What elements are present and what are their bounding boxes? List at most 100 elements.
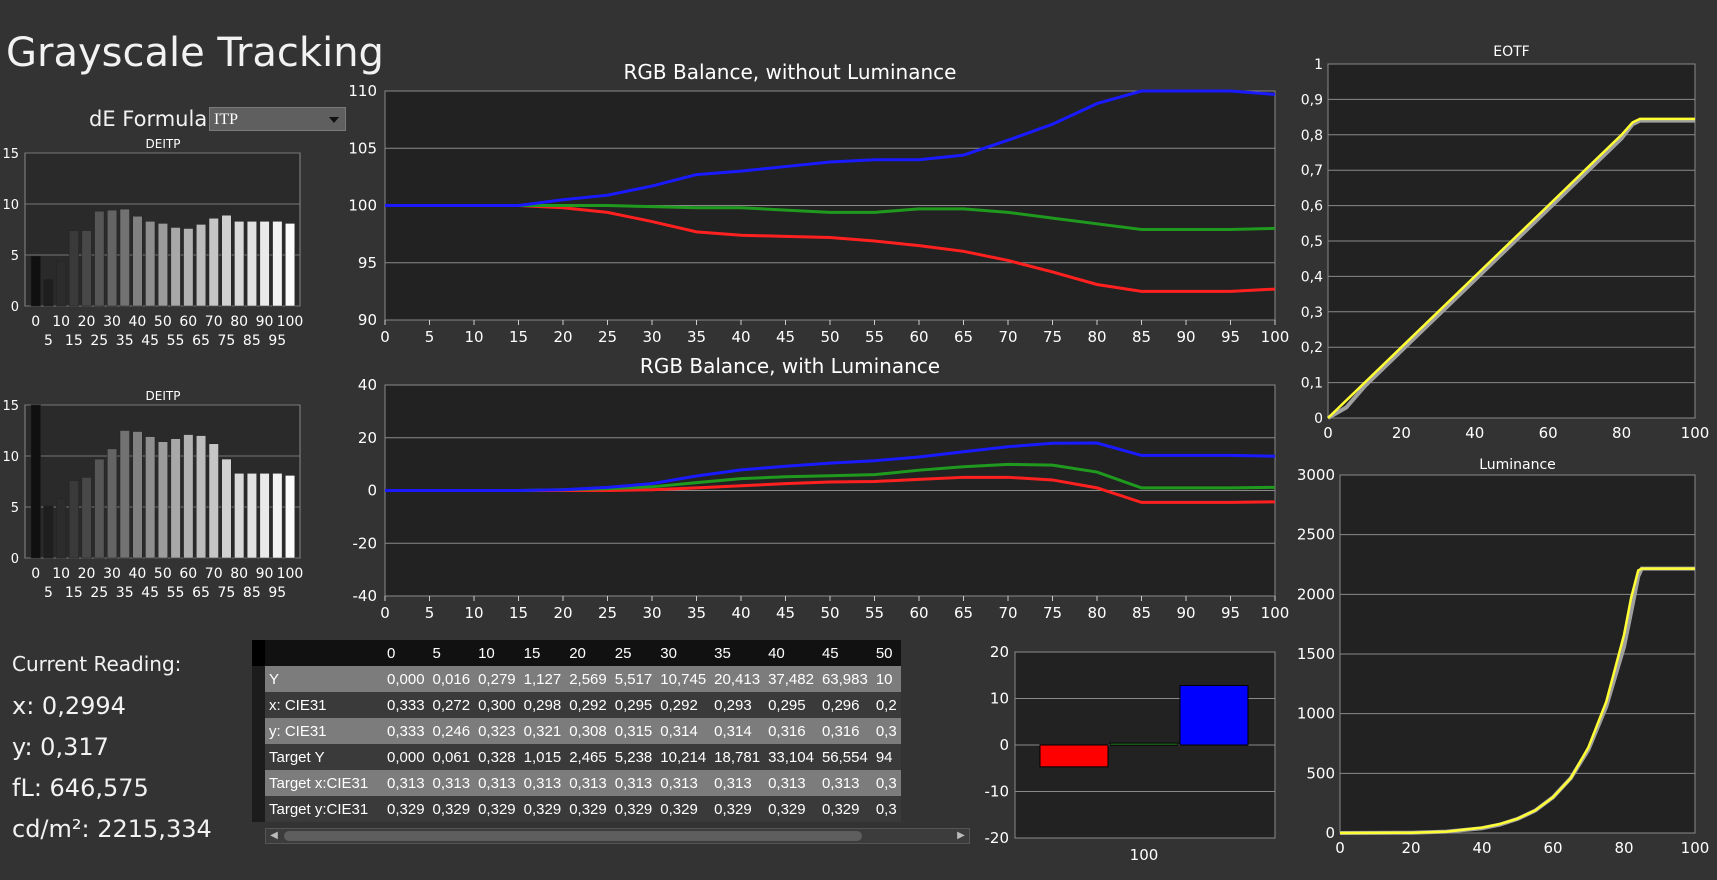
y-tick-label: 0 <box>11 552 19 567</box>
data-table-container: 0 5 10 15 20 25 30 35 40 45 50 Y 0,000 0,016 0,279 1,1… <box>252 640 970 846</box>
table-column-header: 50 <box>871 640 901 666</box>
table-cell: 0,323 <box>474 718 520 744</box>
bar <box>196 435 207 559</box>
table-cell: 0,333 <box>383 692 429 718</box>
scrollbar-thumb[interactable] <box>284 831 862 841</box>
y-tick-label: 110 <box>348 82 377 100</box>
x-tick-label: 50 <box>820 328 839 346</box>
scroll-right-icon[interactable]: ▶ <box>957 830 965 841</box>
table-cell: 0,316 <box>764 718 818 744</box>
de-formula-select[interactable]: ITP <box>209 107 346 131</box>
row-label: Y <box>265 666 383 692</box>
x-tick-label: 100 <box>1261 328 1290 346</box>
series-line <box>1339 567 1695 835</box>
x-tick-label: 90 <box>256 314 274 330</box>
y-tick-label: 0,8 <box>1301 128 1323 144</box>
x-tick-label: 35 <box>687 328 706 346</box>
x-tick-label: 90 <box>1176 328 1195 346</box>
table-cell: 0,295 <box>764 692 818 718</box>
bar <box>259 221 270 307</box>
table-cell: 94 <box>871 744 901 770</box>
chevron-down-icon[interactable] <box>329 117 339 123</box>
x-tick-label: 100 <box>1130 846 1159 864</box>
bar <box>234 221 245 307</box>
table-cell: 0,329 <box>428 796 475 822</box>
bar <box>246 473 257 559</box>
table-cell: 0,329 <box>817 796 872 822</box>
x-tick-label: 50 <box>820 604 839 622</box>
page-title: Grayscale Tracking <box>6 30 384 76</box>
x-tick-label: 70 <box>998 604 1017 622</box>
x-tick-label: 80 <box>1612 424 1631 442</box>
y-tick-label: 1 <box>1314 57 1323 73</box>
current-reading-heading: Current Reading: <box>12 652 182 676</box>
x-tick-label: 35 <box>116 333 134 349</box>
x-tick-label: 65 <box>192 333 210 349</box>
bar <box>145 221 156 307</box>
current-reading-panel: Current Reading: x: 0,2994 y: 0,317 fL: … <box>12 652 212 850</box>
row-label: Target x:CIE31 <box>265 770 383 796</box>
row-header-cell[interactable] <box>252 744 265 770</box>
x-tick-label: 50 <box>154 566 172 582</box>
table-cell: 0,313 <box>610 770 657 796</box>
series-line <box>385 204 1276 232</box>
x-tick-label: 85 <box>243 585 261 601</box>
table-row: y: CIE31 0,333 0,246 0,323 0,321 0,308 0,315 0,… <box>252 718 901 744</box>
x-tick-label: 70 <box>205 566 223 582</box>
table-cell: 0,016 <box>428 666 475 692</box>
row-header-cell[interactable] <box>252 666 265 692</box>
table-cell: 5,517 <box>610 666 657 692</box>
series-line <box>1327 117 1695 419</box>
table-cell: 0,321 <box>519 718 566 744</box>
table-cell: 0,308 <box>565 718 611 744</box>
row-header-cell[interactable] <box>252 796 265 822</box>
x-tick-label: 30 <box>642 604 661 622</box>
y-tick-label: 0 <box>999 736 1009 754</box>
series-line <box>385 89 1276 207</box>
x-tick-label: 75 <box>1043 604 1062 622</box>
de-formula-value: ITP <box>214 111 238 128</box>
bar <box>221 214 232 307</box>
table-row: Y 0,000 0,016 0,279 1,127 2,569 5,517 10,745 20,… <box>252 666 901 692</box>
table-column-header: 10 <box>474 640 520 666</box>
table-cell: 0,333 <box>383 718 429 744</box>
table-column-header: 35 <box>710 640 765 666</box>
row-label: x: CIE31 <box>265 692 383 718</box>
bar <box>157 223 168 307</box>
table-horizontal-scrollbar[interactable]: ◀ ▶ <box>265 828 970 844</box>
x-tick-label: 100 <box>1681 839 1710 857</box>
series-line <box>385 441 1276 492</box>
x-tick-label: 55 <box>167 585 185 601</box>
table-cell: 0,292 <box>565 692 611 718</box>
bar <box>145 436 156 559</box>
chart-title: DEITP <box>146 389 181 403</box>
table-cell: 0,3 <box>871 718 901 744</box>
y-tick-label: 500 <box>1306 764 1335 782</box>
row-label: Target y:CIE31 <box>265 796 383 822</box>
table-cell: 0,314 <box>656 718 711 744</box>
table-column-header: 45 <box>817 640 872 666</box>
table-cell: 1,127 <box>519 666 566 692</box>
bar <box>208 218 219 307</box>
x-tick-label: 5 <box>425 328 435 346</box>
x-tick-label: 90 <box>256 566 274 582</box>
x-tick-label: 60 <box>1539 424 1558 442</box>
y-tick-label: -20 <box>353 534 378 552</box>
y-tick-label: 0,9 <box>1301 92 1323 108</box>
bar <box>68 480 79 559</box>
table-cell: 0,061 <box>428 744 475 770</box>
row-header-cell[interactable] <box>252 718 265 744</box>
row-header-cell[interactable] <box>252 770 265 796</box>
table-cell: 0,329 <box>710 796 765 822</box>
chart-title: RGB Balance, with Luminance <box>640 354 940 378</box>
y-tick-label: 0,2 <box>1301 340 1323 356</box>
x-tick-label: 0 <box>380 604 390 622</box>
scroll-left-icon[interactable]: ◀ <box>270 830 278 841</box>
bar <box>272 221 283 307</box>
row-header-cell[interactable] <box>252 692 265 718</box>
x-tick-label: 35 <box>116 585 134 601</box>
x-tick-label: 80 <box>230 566 248 582</box>
y-tick-label: 0 <box>1325 824 1335 842</box>
bar <box>132 431 143 559</box>
table-row: Target y:CIE31 0,329 0,329 0,329 0,329 0,329 0… <box>252 796 901 822</box>
